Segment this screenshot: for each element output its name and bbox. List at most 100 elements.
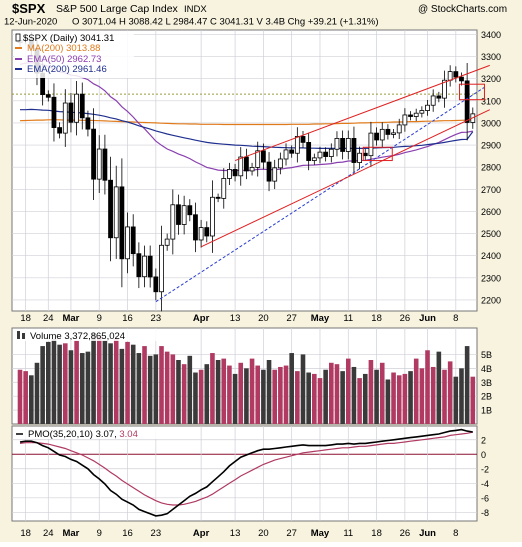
volume-bar bbox=[385, 379, 391, 424]
candle-body bbox=[232, 168, 238, 177]
candle-body bbox=[125, 226, 130, 260]
candle-body bbox=[176, 204, 181, 225]
candle-body bbox=[113, 186, 119, 239]
x-tick-label: 26 bbox=[400, 313, 411, 324]
x-tick-label: Jun bbox=[419, 313, 436, 324]
volume-y-tick: 3B bbox=[481, 378, 492, 388]
volume-bar bbox=[425, 350, 430, 424]
volume-bar bbox=[153, 354, 159, 424]
symbol-title: $SPX bbox=[12, 1, 46, 16]
candle-body bbox=[215, 196, 221, 199]
volume-bar bbox=[85, 351, 91, 424]
volume-legend: Volume 3,372,865,024 bbox=[14, 329, 164, 342]
volume-bar bbox=[102, 340, 108, 424]
volume-bar bbox=[329, 362, 334, 424]
candle-body bbox=[334, 138, 340, 150]
candle-body bbox=[85, 117, 91, 130]
pmo-label-value: PMO(35,20,10) 3.07, bbox=[28, 429, 117, 440]
price-y-tick: 3000 bbox=[481, 118, 501, 128]
volume-bar bbox=[464, 346, 470, 424]
x-tick-label: Mar bbox=[62, 313, 79, 324]
volume-bar bbox=[255, 365, 261, 424]
volume-bar bbox=[379, 362, 385, 424]
volume-bar bbox=[413, 358, 419, 424]
volume-bar bbox=[125, 341, 130, 424]
volume-bar bbox=[198, 369, 204, 424]
candle-body bbox=[272, 167, 278, 182]
price-y-tick: 2500 bbox=[481, 229, 501, 239]
candle-body bbox=[193, 214, 198, 241]
x-tick-label: 16 bbox=[122, 313, 133, 324]
volume-bar bbox=[51, 339, 57, 424]
candle-body bbox=[142, 255, 147, 278]
candle-body bbox=[453, 71, 459, 78]
price-y-tick: 2800 bbox=[481, 163, 501, 173]
legend-ma200-label: MA(200) 3013.88 bbox=[27, 43, 100, 54]
x-tick-label: 23 bbox=[151, 528, 162, 539]
pmo-y-tick: 2 bbox=[481, 435, 486, 445]
candle-body bbox=[419, 110, 425, 114]
volume-bar bbox=[261, 369, 266, 424]
x-tick-label: 20 bbox=[258, 528, 269, 539]
credit-label: @ StockCharts.com bbox=[418, 4, 507, 15]
volume-bar bbox=[159, 346, 164, 424]
candle-body bbox=[62, 102, 68, 134]
legend-ema200-label: EMA(200) 2961.46 bbox=[27, 64, 107, 75]
candle-body bbox=[357, 152, 363, 163]
volume-bar bbox=[442, 369, 447, 424]
pmo-label: PMO(35,20,10) 3.07, 3.04 bbox=[28, 429, 138, 440]
price-legend: $SPX (Daily) 3041.31 MA(200) 3013.88 EMA… bbox=[14, 31, 134, 78]
dashed-trendline bbox=[155, 87, 485, 303]
volume-swatch bbox=[17, 331, 20, 339]
x-tick-label: Apr bbox=[193, 313, 210, 324]
candle-body bbox=[391, 132, 396, 135]
x-tick-label: 9 bbox=[97, 528, 102, 539]
volume-bar bbox=[79, 353, 85, 424]
volume-bar bbox=[210, 353, 215, 424]
volume-bar bbox=[368, 360, 374, 424]
candle-body bbox=[119, 186, 125, 260]
index-name: S&P 500 Large Cap Index bbox=[56, 3, 179, 15]
legend-entry-ma200: MA(200) 3013.88 bbox=[15, 43, 100, 54]
quote-label: O 3071.04 H 3088.42 L 2984.47 C 3041.31 … bbox=[72, 17, 379, 28]
volume-label: Volume 3,372,865,024 bbox=[30, 331, 125, 342]
x-tick-label: 27 bbox=[286, 313, 297, 324]
candle-body bbox=[442, 79, 447, 99]
candle-body bbox=[362, 152, 368, 157]
lower-channel-trendline bbox=[200, 109, 490, 248]
candle-body bbox=[45, 94, 51, 98]
candle-body bbox=[198, 227, 204, 241]
price-y-tick: 3300 bbox=[481, 52, 501, 62]
candle-body bbox=[351, 138, 357, 163]
volume-bar bbox=[278, 366, 283, 424]
pmo-y-tick: -4 bbox=[481, 479, 489, 489]
x-tick-label: 18 bbox=[371, 528, 382, 539]
candle-body bbox=[277, 158, 283, 169]
x-tick-label: May bbox=[311, 313, 330, 324]
exchange-label: INDX bbox=[184, 4, 207, 15]
volume-bar bbox=[283, 365, 289, 424]
candle-body bbox=[317, 151, 323, 159]
price-y-tick: 2700 bbox=[481, 185, 501, 195]
volume-bar bbox=[215, 360, 221, 424]
candle-body bbox=[249, 167, 255, 172]
volume-bar bbox=[453, 376, 459, 424]
candle-body bbox=[328, 148, 334, 157]
price-y-tick: 2900 bbox=[481, 141, 501, 151]
candle-body bbox=[300, 136, 306, 143]
x-tick-label: 13 bbox=[230, 528, 241, 539]
x-tick-label: 24 bbox=[43, 528, 54, 539]
pmo-y-tick: -2 bbox=[481, 464, 489, 474]
volume-y-tick: 5B bbox=[481, 350, 492, 360]
pmo-line bbox=[19, 428, 473, 517]
x-tick-label: 11 bbox=[343, 528, 353, 539]
x-tick-label: 20 bbox=[258, 313, 269, 324]
volume-bar bbox=[374, 369, 379, 424]
volume-bar bbox=[357, 378, 362, 424]
volume-bar bbox=[436, 351, 442, 424]
ma200-line bbox=[19, 119, 473, 126]
volume-bar bbox=[351, 366, 357, 424]
price-y-tick: 2400 bbox=[481, 251, 501, 261]
volume-bar bbox=[300, 354, 306, 424]
